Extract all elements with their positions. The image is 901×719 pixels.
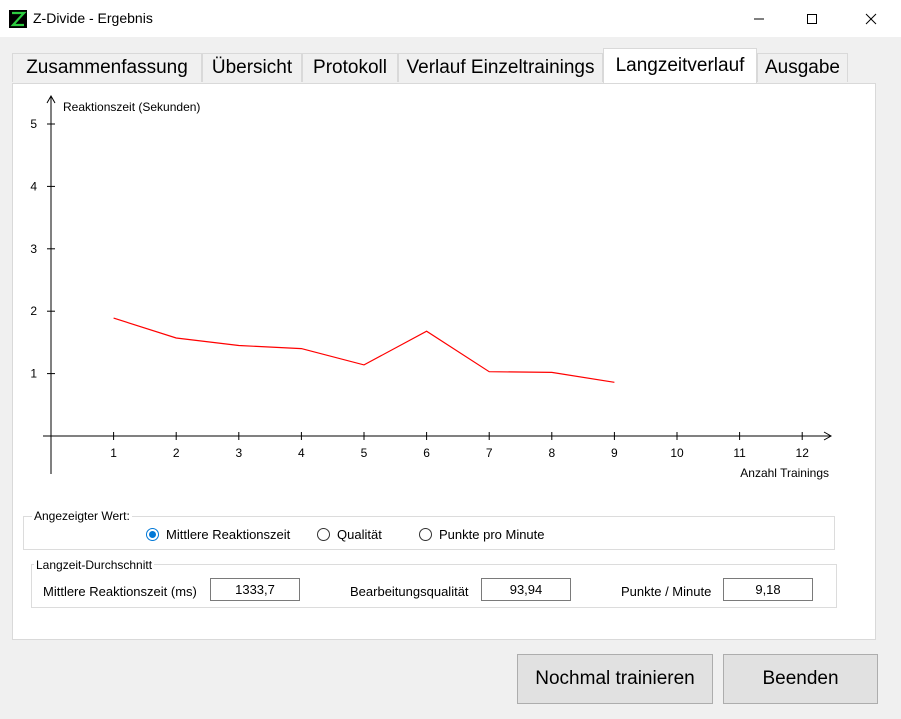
x-tick-label: 2 xyxy=(173,446,180,460)
radio-label: Mittlere Reaktionszeit xyxy=(166,527,291,542)
close-button[interactable] xyxy=(848,0,894,37)
x-axis-arrow xyxy=(823,431,833,441)
x-tick-label: 8 xyxy=(548,446,555,460)
tab-ausgabe[interactable]: Ausgabe xyxy=(757,53,848,82)
y-tick-label: 4 xyxy=(30,179,37,193)
tab-protokoll[interactable]: Protokoll xyxy=(302,53,398,82)
x-tick-label: 4 xyxy=(298,446,305,460)
points-per-minute-value: 9,18 xyxy=(723,578,813,601)
reaction-time-chart: Reaktionszeit (Sekunden) Anzahl Training… xyxy=(30,94,833,480)
y-tick-label: 5 xyxy=(30,117,37,131)
chart-x-axis-label: Anzahl Trainings xyxy=(740,466,829,480)
quality-label: Bearbeitungsqualität xyxy=(350,584,469,599)
maximize-button[interactable] xyxy=(789,0,835,37)
series-line xyxy=(113,317,615,383)
radio-indicator xyxy=(317,528,330,541)
reaction-time-label: Mittlere Reaktionszeit (ms) xyxy=(43,584,197,599)
y-tick-label: 1 xyxy=(30,367,37,381)
retrain-button[interactable]: Nochmal trainieren xyxy=(517,654,713,704)
close-icon xyxy=(865,13,877,24)
y-tick-label: 3 xyxy=(30,242,37,256)
radio-indicator xyxy=(146,528,159,541)
x-tick-label: 7 xyxy=(486,446,493,460)
window-title: Z-Divide - Ergebnis xyxy=(33,10,153,26)
reaction-time-value: 1333,7 xyxy=(210,578,300,601)
chart-series xyxy=(113,317,615,383)
radio-mittlere-reaktionszeit[interactable]: Mittlere Reaktionszeit xyxy=(146,527,290,542)
tab-zusammenfassung[interactable]: Zusammenfassung xyxy=(12,53,202,82)
z-logo-icon xyxy=(9,10,27,28)
display-value-group xyxy=(23,516,835,550)
radio-label: Punkte pro Minute xyxy=(439,527,545,542)
x-tick-label: 6 xyxy=(423,446,430,460)
x-tick-label: 5 xyxy=(361,446,368,460)
chart-x-ticks: 1 2 3 4 5 6 7 8 9 10 11 12 xyxy=(110,432,809,460)
tab-uebersicht[interactable]: Übersicht xyxy=(202,53,302,82)
longterm-average-legend: Langzeit-Durchschnitt xyxy=(34,558,155,572)
radio-label: Qualität xyxy=(337,527,382,542)
chart-y-axis-label: Reaktionszeit (Sekunden) xyxy=(63,100,200,114)
quit-button[interactable]: Beenden xyxy=(723,654,878,704)
x-tick-label: 3 xyxy=(235,446,242,460)
minimize-icon xyxy=(754,18,764,19)
display-value-legend: Angezeigter Wert: xyxy=(32,509,132,523)
radio-punkte-pro-minute[interactable]: Punkte pro Minute xyxy=(419,527,545,542)
x-tick-label: 12 xyxy=(796,446,810,460)
x-tick-label: 1 xyxy=(110,446,117,460)
chart-y-ticks: 1 2 3 4 5 xyxy=(30,117,55,381)
x-tick-label: 11 xyxy=(733,446,746,460)
tab-verlauf-einzeltrainings[interactable]: Verlauf Einzeltrainings xyxy=(398,53,603,82)
tab-langzeitverlauf[interactable]: Langzeitverlauf xyxy=(603,48,757,83)
quality-value: 93,94 xyxy=(481,578,571,601)
radio-indicator xyxy=(419,528,432,541)
x-tick-label: 9 xyxy=(611,446,618,460)
longterm-average-group xyxy=(31,564,837,608)
radio-qualitaet[interactable]: Qualität xyxy=(317,527,382,542)
title-bar: Z-Divide - Ergebnis xyxy=(0,0,901,37)
chart-axes xyxy=(43,94,833,474)
maximize-icon xyxy=(807,13,817,24)
x-tick-label: 10 xyxy=(670,446,684,460)
minimize-button[interactable] xyxy=(736,0,782,37)
y-axis-arrow xyxy=(46,94,56,104)
tab-panel-langzeitverlauf: Reaktionszeit (Sekunden) Anzahl Training… xyxy=(12,83,876,640)
points-per-minute-label: Punkte / Minute xyxy=(621,584,712,599)
y-tick-label: 2 xyxy=(30,304,37,318)
